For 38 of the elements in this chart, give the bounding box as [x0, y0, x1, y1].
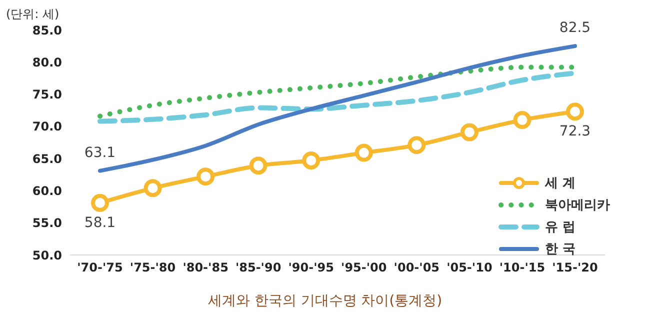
point	[354, 144, 373, 162]
legend-label: 세 계	[545, 175, 576, 192]
point	[196, 168, 215, 186]
data-label: 58.1	[84, 214, 116, 231]
y-tick-label: 65.0	[32, 152, 62, 166]
point	[460, 123, 478, 142]
data-label: 82.5	[559, 20, 591, 36]
point	[408, 136, 426, 154]
data-label: 63.1	[84, 144, 116, 161]
point	[249, 156, 268, 175]
legend-label: 유 럽	[545, 219, 576, 236]
y-axis-title: (단위: 세)	[6, 6, 60, 23]
x-tick-label: '05-'10	[446, 260, 492, 275]
y-tick-label: 60.0	[32, 184, 62, 198]
x-tick-label: '15-'20	[552, 260, 598, 275]
x-tick-label: '95-'00	[341, 260, 387, 275]
y-tick-label: 50.0	[32, 248, 62, 262]
x-tick-label: '00-'05	[394, 260, 440, 275]
y-tick-label: 75.0	[32, 88, 62, 102]
x-tick-label: '85-'90	[235, 260, 282, 275]
x-tick-label: '75-'80	[130, 260, 176, 275]
legend-label: 한 국	[545, 241, 576, 258]
y-tick-label: 55.0	[32, 216, 62, 230]
point	[144, 179, 162, 198]
point	[566, 102, 584, 121]
legend-label: 북아메리카	[545, 197, 610, 214]
y-tick-label: 70.0	[32, 120, 62, 134]
y-tick-label: 80.0	[32, 55, 62, 70]
y-tick-label: 85.0	[32, 23, 62, 38]
x-tick-label: '70-'75	[77, 260, 123, 275]
x-tick-label: '80-'85	[182, 260, 228, 275]
text: 세계와 한국의 기대수명 차이(통계청)	[206, 292, 444, 310]
x-tick-label: '90-'95	[288, 260, 334, 275]
x-tick-label: '10-'15	[499, 260, 546, 275]
point	[513, 111, 532, 129]
point	[91, 194, 109, 212]
data-label: 72.3	[559, 124, 591, 140]
point	[302, 152, 320, 170]
